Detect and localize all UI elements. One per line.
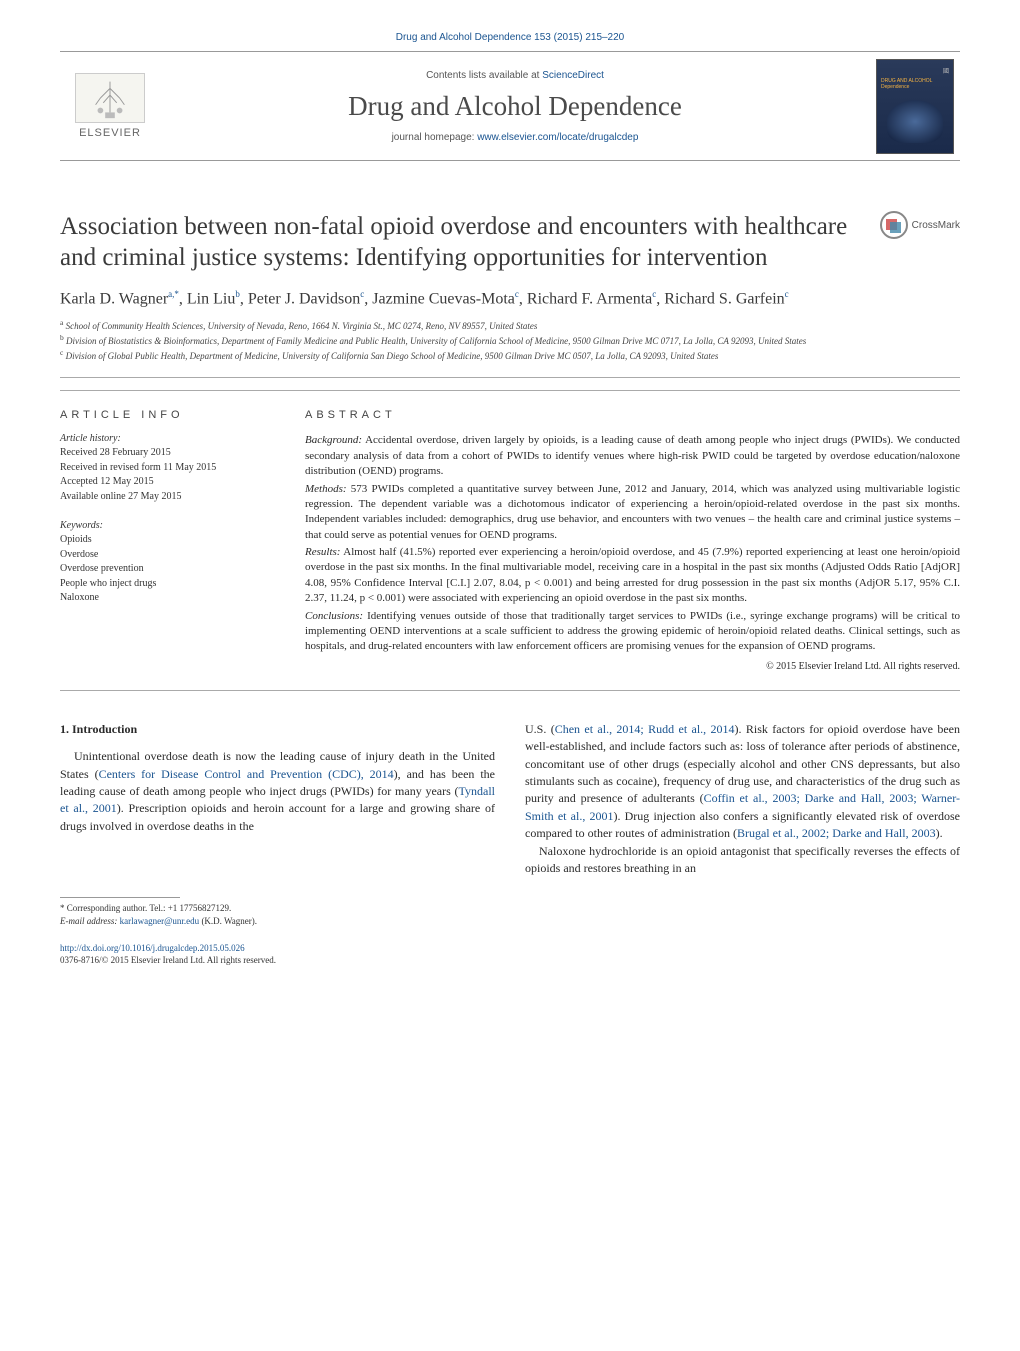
history-item: Accepted 12 May 2015 [60,475,287,490]
keyword-item: Overdose [60,548,287,563]
homepage-line: journal homepage: www.elsevier.com/locat… [392,132,639,143]
citation-header: Drug and Alcohol Dependence 153 (2015) 2… [0,0,1020,43]
affiliation-line: b Division of Biostatistics & Bioinforma… [60,333,960,348]
email-line: E-mail address: karlawagner@unr.edu (K.D… [60,915,960,928]
section-heading: 1. Introduction [60,721,495,738]
ref-link[interactable]: Centers for Disease Control and Preventi… [99,767,394,781]
intro-para-1: Unintentional overdose death is now the … [60,748,495,835]
affiliation-line: c Division of Global Public Health, Depa… [60,348,960,363]
cover-graphic [887,100,943,143]
article-title: Association between non-fatal opioid ove… [60,211,960,274]
affiliations: a School of Community Health Sciences, U… [60,318,960,363]
footnote-rule [60,897,180,898]
publisher-name: ELSEVIER [79,127,141,139]
keyword-item: People who inject drugs [60,577,287,592]
keyword-item: Opioids [60,533,287,548]
journal-header-bar: ELSEVIER Contents lists available at Sci… [60,51,960,161]
keywords-label: Keywords: [60,520,287,531]
article-info-heading: article info [60,409,287,421]
doi-line: http://dx.doi.org/10.1016/j.drugalcdep.2… [60,942,960,955]
ref-link[interactable]: Brugal et al., 2002; Darke and Hall, 200… [737,826,936,840]
info-abstract-row: article info Article history: Received 2… [60,378,960,690]
body-col-right: U.S. (Chen et al., 2014; Rudd et al., 20… [525,721,960,878]
history-item: Received 28 February 2015 [60,446,287,461]
homepage-prefix: journal homepage: [392,132,478,143]
article-info-col: article info Article history: Received 2… [60,390,305,689]
doi-link[interactable]: http://dx.doi.org/10.1016/j.drugalcdep.2… [60,943,245,953]
abstract-section: Results: Almost half (41.5%) reported ev… [305,545,960,607]
publisher-logo: ELSEVIER [60,52,160,160]
crossmark-badge[interactable]: CrossMark [880,211,960,239]
history-label: Article history: [60,433,287,444]
ref-link[interactable]: Chen et al., 2014; Rudd et al., 2014 [555,722,735,736]
abstract-section: Background: Accidental overdose, driven … [305,433,960,479]
keyword-item: Naloxone [60,591,287,606]
citation-link[interactable]: Drug and Alcohol Dependence 153 (2015) 2… [396,32,625,43]
elsevier-tree-icon [75,73,145,123]
cover-title: DRUG AND ALCOHOLDependence [881,78,932,90]
cover-thumbnail: 國 DRUG AND ALCOHOLDependence [876,59,954,154]
history-list: Received 28 February 2015Received in rev… [60,446,287,504]
intro-para-2: Naloxone hydrochloride is an opioid anta… [525,843,960,878]
abstract-section: Methods: 573 PWIDs completed a quantitat… [305,482,960,544]
crossmark-label: CrossMark [912,220,960,231]
title-block: Association between non-fatal opioid ove… [60,211,960,274]
abstract-col: abstract Background: Accidental overdose… [305,390,960,689]
header-center: Contents lists available at ScienceDirec… [160,52,870,160]
authors-line: Karla D. Wagnera,*, Lin Liub, Peter J. D… [60,288,960,311]
body-columns: 1. Introduction Unintentional overdose d… [60,721,960,878]
journal-name: Drug and Alcohol Dependence [348,91,682,122]
corresponding-author: * Corresponding author. Tel.: +1 1775682… [60,902,960,915]
history-item: Available online 27 May 2015 [60,490,287,505]
email-link[interactable]: karlawagner@unr.edu [120,916,200,926]
keywords-list: OpioidsOverdoseOverdose preventionPeople… [60,533,287,606]
intro-para-1-cont: U.S. (Chen et al., 2014; Rudd et al., 20… [525,721,960,843]
crossmark-icon [880,211,908,239]
sciencedirect-link[interactable]: ScienceDirect [542,70,604,81]
affiliation-line: a School of Community Health Sciences, U… [60,318,960,333]
issn-line: 0376-8716/© 2015 Elsevier Ireland Ltd. A… [60,954,960,967]
homepage-link[interactable]: www.elsevier.com/locate/drugalcdep [477,132,638,143]
contents-available: Contents lists available at ScienceDirec… [426,70,604,81]
footnotes: * Corresponding author. Tel.: +1 1775682… [60,902,960,927]
contents-prefix: Contents lists available at [426,70,542,81]
abstract-copyright: © 2015 Elsevier Ireland Ltd. All rights … [305,661,960,672]
body-col-left: 1. Introduction Unintentional overdose d… [60,721,495,878]
history-item: Received in revised form 11 May 2015 [60,461,287,476]
page-footer: http://dx.doi.org/10.1016/j.drugalcdep.2… [60,942,960,967]
keyword-item: Overdose prevention [60,562,287,577]
abstract-section: Conclusions: Identifying venues outside … [305,609,960,655]
abstract-heading: abstract [305,409,960,421]
cover-top-label: 國 [943,66,949,75]
journal-cover: 國 DRUG AND ALCOHOLDependence [870,52,960,160]
abstract-body: Background: Accidental overdose, driven … [305,433,960,654]
